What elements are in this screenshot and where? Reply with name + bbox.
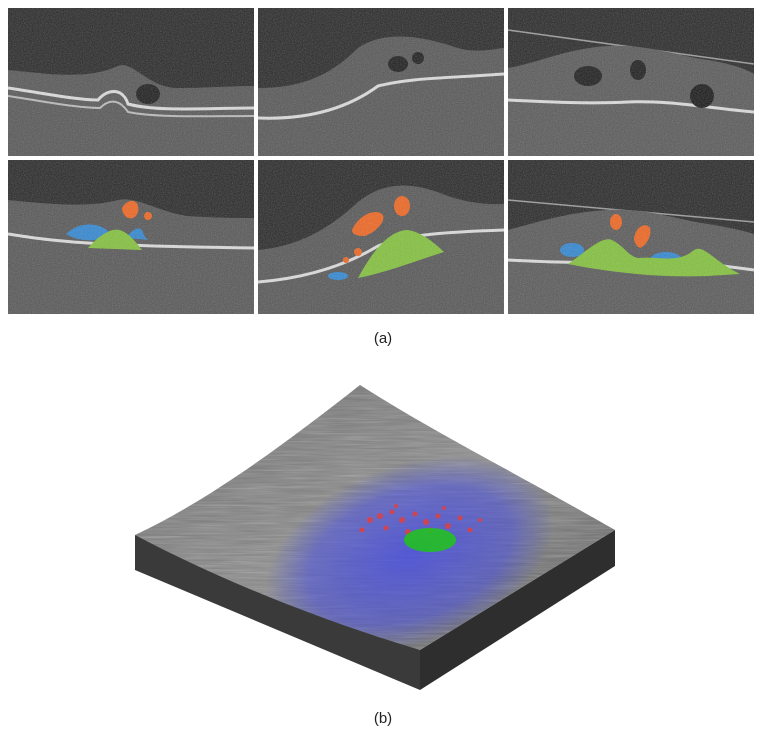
bscan-3-raw [508,8,754,156]
oct-bscan-grid [8,8,754,314]
bscan-3-segmented [508,160,754,314]
bscan-2-segmented [258,160,504,314]
bscan-1-segmented [8,160,254,314]
fluid-region-blue [265,456,555,650]
bscan-1-raw [8,8,254,156]
caption-b: (b) [373,710,393,727]
oct-3d-volume-render [130,380,620,695]
bscan-2-raw [258,8,504,156]
caption-a: (a) [373,330,393,347]
fluid-region-green [404,528,456,552]
